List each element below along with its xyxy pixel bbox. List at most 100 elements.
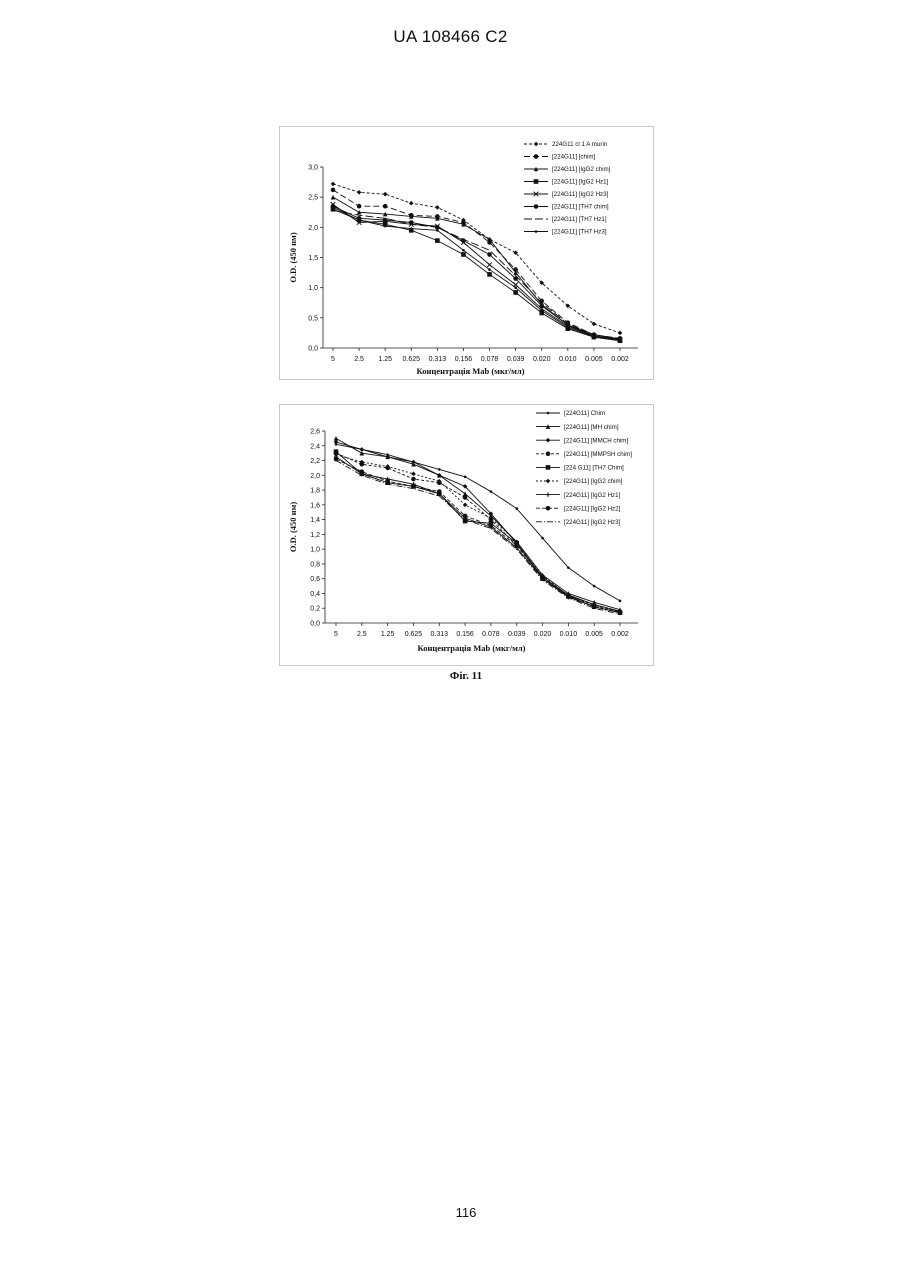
chart-1-data-point [435,205,440,210]
chart-2-legend-marker [546,506,551,511]
chart-2-legend-label: [224G11] [IgG2 chim] [564,478,623,485]
chart-2-y-tick-label: 0,0 [310,621,320,628]
chart-2-x-tick-label: 0.156 [456,631,474,638]
chart-1-y-tick-label: 2,5 [308,195,318,202]
chart-1-x-tick-label: 0.020 [533,356,551,363]
chart-1-y-tick-label: 2,0 [308,225,318,232]
chart-2-x-tick-label: 5 [334,631,338,638]
chart-2-legend-label: [224 G11] [TH7 Chim] [564,465,624,472]
chart-1-y-tick-label: 3,0 [308,165,318,172]
chart-2-legend-label: [224G11] [IgG2 Hz1] [564,492,621,499]
chart-2-data-point [360,469,365,474]
chart-2-svg: 0,00,20,40,60,81,01,21,41,61,82,02,22,42… [280,405,653,665]
chart-2-legend-label: [224G11] Chim [564,410,605,417]
chart-2-x-tick-label: 1.25 [381,631,395,638]
chart-1-frame: 0,00,51,01,52,02,53,052.51.250.6250.3130… [279,126,654,380]
chart-1-y-tick-label: 1,5 [308,255,318,262]
chart-1-legend-label: [224G11] [IgG2 chim] [552,166,611,173]
chart-2-data-point [411,477,416,482]
chart-1-legend-label: [224G11] [TH7 chim] [552,204,609,211]
chart-1-data-point [593,335,596,338]
chart-1-x-tick-label: 0.156 [455,356,473,363]
chart-2-data-point [490,490,493,493]
chart-2-legend-label: [224G11] [IgG2 Hz3] [564,519,621,526]
chart-2-legend-marker [547,412,550,415]
chart-2-y-tick-label: 2,0 [310,473,320,480]
chart-1-legend-marker [534,204,539,209]
chart-1-y-tick-label: 0,5 [308,315,318,322]
chart-1-legend-label: [224G11] [chim] [552,154,595,161]
chart-2-y-tick-label: 1,6 [310,502,320,509]
chart-2-data-point [464,475,467,478]
chart-2-data-point [515,507,518,510]
chart-2-x-tick-label: 0.039 [508,631,526,638]
chart-2-y-tick-label: 0,6 [310,576,320,583]
chart-1-x-tick-label: 0.005 [585,356,603,363]
chart-1-data-point [461,252,466,257]
chart-2-y-tick-label: 1,0 [310,547,320,554]
chart-1-data-point [488,268,491,271]
chart-2-data-point [438,468,441,471]
chart-2-legend-label: [224G11] [IgG2 Hz2] [564,505,621,512]
chart-2-series-line [336,452,620,613]
chart-1-data-point [410,227,413,230]
chart-2-x-tick-label: 0.625 [405,631,423,638]
chart-1-data-point [357,190,362,195]
chart-2-x-tick-label: 0.010 [560,631,578,638]
chart-1-data-point [331,195,336,200]
chart-1-x-tick-label: 0.078 [481,356,499,363]
chart-1-legend-label: [224G11] [IgG2 Hz1] [552,179,609,186]
chart-2-x-tick-label: 0.002 [611,631,629,638]
chart-2-legend-marker [546,452,551,457]
chart-1-data-point [383,204,388,209]
chart-2-frame: 0,00,20,40,60,81,01,21,41,61,82,02,22,42… [279,404,654,666]
chart-1-data-point [409,201,414,206]
chart-1-data-point [462,249,465,252]
chart-1-x-tick-label: 0.002 [611,356,629,363]
chart-1-x-axis-title: Концентрація Mab (мкг/мл) [417,366,525,376]
chart-1-data-point [436,229,439,232]
chart-1-data-point [383,192,388,197]
chart-1-legend-marker [534,142,539,147]
chart-2-data-point [619,600,622,603]
page-number: 116 [0,1205,901,1220]
chart-1-legend: 224G11 cl 1 A murin[224G11] [chim][224G1… [524,141,611,236]
chart-2-data-point [411,472,416,477]
chart-1-x-tick-label: 1.25 [378,356,392,363]
chart-1-legend-marker [535,230,538,233]
chart-2-data-point [567,566,570,569]
chart-1-svg: 0,00,51,01,52,02,53,052.51.250.6250.3130… [280,127,653,379]
chart-2-data-point [463,503,468,508]
chart-2-data-point [514,543,519,548]
chart-1-x-tick-label: 5 [331,356,335,363]
chart-2-data-point [489,523,494,528]
chart-2-data-point [618,610,623,615]
chart-2-legend-label: [224G11] [MMPSH chim] [564,451,632,458]
chart-2-data-point [360,447,365,452]
chart-1-x-tick-label: 0.010 [559,356,577,363]
chart-2-x-tick-label: 0.313 [431,631,449,638]
chart-1-data-point [384,225,387,228]
chart-1-legend-label: [224G11] [IgG2 Hz3] [552,191,609,198]
chart-1-data-point [619,339,622,342]
chart-1-data-point [331,188,336,193]
chart-2-series-4 [334,451,623,614]
chart-1-legend-marker [534,154,539,159]
chart-1-data-point [357,204,362,209]
figure-caption: Фіг. 11 [0,670,901,682]
chart-1-series-6 [331,204,623,341]
chart-1-data-point [567,326,570,329]
chart-2-y-tick-label: 1,4 [310,517,320,524]
chart-1-y-tick-label: 0,0 [308,346,318,353]
chart-2-data-point [592,604,597,609]
chart-1-data-point [487,262,492,267]
chart-2-legend-marker [546,492,551,497]
chart-1-legend-label: [224G11] [TH7 Hz3] [552,229,607,236]
chart-2-data-point [541,537,544,540]
chart-2-legend: [224G11] Chim[224G11] [MH chim][224G11] … [536,410,632,526]
chart-2-data-point [463,495,468,500]
chart-1-y-tick-label: 1,0 [308,285,318,292]
chart-2-legend-marker [546,438,551,443]
chart-2-data-point [463,514,468,519]
chart-2-y-tick-label: 0,2 [310,606,320,613]
